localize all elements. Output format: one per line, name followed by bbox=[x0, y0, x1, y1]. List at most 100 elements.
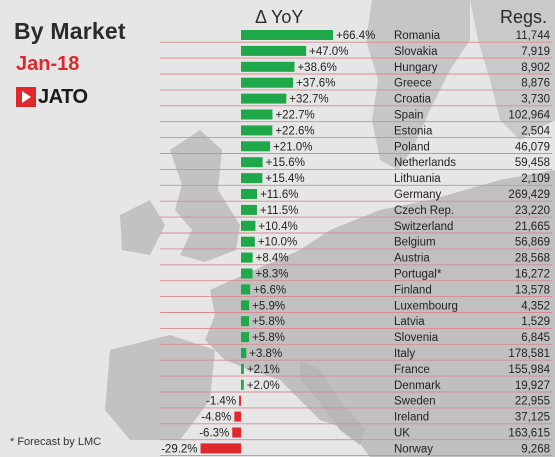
yoy-bar bbox=[241, 300, 250, 311]
yoy-data-label: +6.6% bbox=[253, 284, 286, 296]
country-label: France bbox=[394, 364, 430, 376]
yoy-data-label: +22.7% bbox=[275, 110, 314, 122]
country-label: Romania bbox=[394, 30, 441, 42]
country-label: Hungary bbox=[394, 62, 438, 74]
regs-value-label: 155,984 bbox=[508, 364, 550, 376]
yoy-data-label: -1.4% bbox=[206, 396, 236, 408]
yoy-bar bbox=[241, 189, 258, 199]
country-label: Switzerland bbox=[394, 221, 453, 233]
country-label: Germany bbox=[394, 189, 442, 201]
yoy-bar bbox=[241, 77, 294, 88]
country-label: Finland bbox=[394, 284, 432, 296]
yoy-data-label: +2.0% bbox=[247, 380, 280, 392]
yoy-data-label: +5.8% bbox=[252, 316, 285, 328]
yoy-data-label: +11.5% bbox=[260, 205, 298, 217]
footnote: * Forecast by LMC bbox=[10, 436, 102, 448]
yoy-bar bbox=[241, 204, 257, 215]
regs-value-label: 102,964 bbox=[508, 110, 550, 122]
yoy-bar bbox=[241, 348, 247, 358]
yoy-bar bbox=[241, 379, 244, 390]
country-label: Portugal* bbox=[394, 269, 442, 281]
country-label: Ireland bbox=[394, 412, 429, 424]
regs-value-label: 269,429 bbox=[508, 189, 550, 201]
yoy-bar bbox=[241, 252, 253, 263]
yoy-bar bbox=[241, 45, 307, 56]
yoy-bar bbox=[241, 93, 287, 104]
regs-value-label: 9,268 bbox=[521, 443, 550, 455]
country-label: Italy bbox=[394, 348, 415, 360]
country-label: Slovakia bbox=[394, 46, 438, 58]
yoy-bar bbox=[200, 443, 241, 454]
yoy-data-label: +47.0% bbox=[309, 46, 348, 58]
regs-value-label: 6,845 bbox=[521, 332, 550, 344]
country-label: Estonia bbox=[394, 125, 433, 137]
chart-title: By Market bbox=[14, 18, 126, 44]
yoy-data-label: +10.4% bbox=[258, 221, 297, 233]
country-label: Netherlands bbox=[394, 157, 456, 169]
regs-value-label: 8,902 bbox=[521, 62, 550, 74]
yoy-bar bbox=[241, 61, 295, 72]
yoy-data-label: +21.0% bbox=[273, 141, 312, 153]
jato-logo: JATO bbox=[16, 86, 88, 108]
yoy-bar bbox=[241, 284, 251, 295]
yoy-column-header: Δ YoY bbox=[255, 7, 304, 27]
yoy-data-label: +10.0% bbox=[258, 237, 297, 249]
country-label: Belgium bbox=[394, 237, 436, 249]
yoy-data-label: +15.6% bbox=[266, 157, 305, 169]
regs-value-label: 21,665 bbox=[515, 221, 550, 233]
regs-value-label: 56,869 bbox=[515, 237, 550, 249]
yoy-data-label: +11.6% bbox=[260, 189, 298, 201]
regs-value-label: 2,109 bbox=[521, 173, 550, 185]
regs-value-label: 1,529 bbox=[521, 316, 550, 328]
yoy-data-label: +32.7% bbox=[289, 94, 328, 106]
regs-value-label: 7,919 bbox=[521, 46, 550, 58]
yoy-data-label: +66.4% bbox=[336, 30, 375, 42]
yoy-bar bbox=[241, 332, 250, 343]
yoy-data-label: +5.9% bbox=[252, 300, 285, 312]
country-label: Lithuania bbox=[394, 173, 441, 185]
yoy-bar bbox=[241, 157, 263, 168]
yoy-data-label: -4.8% bbox=[201, 412, 231, 424]
yoy-bar bbox=[241, 109, 273, 120]
yoy-bar bbox=[232, 427, 241, 438]
country-label: UK bbox=[394, 428, 410, 440]
regs-value-label: 163,615 bbox=[508, 428, 550, 440]
regs-column-header: Regs. bbox=[499, 7, 547, 27]
country-label: Luxembourg bbox=[394, 300, 458, 312]
yoy-bar bbox=[241, 316, 250, 327]
country-label: Spain bbox=[394, 110, 423, 122]
yoy-data-label: -6.3% bbox=[199, 428, 229, 440]
country-label: Greece bbox=[394, 78, 432, 90]
yoy-data-label: +8.3% bbox=[256, 269, 289, 281]
yoy-bar bbox=[241, 220, 256, 231]
country-label: Denmark bbox=[394, 380, 441, 392]
yoy-data-label: +8.4% bbox=[256, 253, 289, 265]
regs-value-label: 2,504 bbox=[521, 125, 550, 137]
yoy-bar bbox=[239, 395, 241, 406]
yoy-data-label: +2.1% bbox=[247, 364, 280, 376]
regs-value-label: 8,876 bbox=[521, 78, 550, 90]
regs-value-label: 11,744 bbox=[516, 30, 551, 42]
chart-subtitle: Jan-18 bbox=[16, 53, 80, 75]
yoy-bar bbox=[241, 30, 333, 40]
yoy-data-label: +5.8% bbox=[252, 332, 285, 344]
yoy-data-label: +3.8% bbox=[249, 348, 282, 360]
regs-value-label: 23,220 bbox=[515, 205, 550, 217]
country-label: Slovenia bbox=[394, 332, 439, 344]
yoy-bar bbox=[241, 363, 244, 374]
regs-value-label: 28,568 bbox=[515, 253, 550, 265]
yoy-bar bbox=[241, 268, 253, 279]
regs-value-label: 4,352 bbox=[521, 300, 550, 312]
regs-value-label: 59,458 bbox=[515, 157, 550, 169]
yoy-bar bbox=[241, 173, 263, 184]
yoy-bar bbox=[241, 236, 255, 247]
yoy-data-label: -29.2% bbox=[161, 443, 197, 455]
yoy-data-label: +37.6% bbox=[296, 78, 335, 90]
yoy-bar bbox=[241, 125, 273, 136]
yoy-data-label: +38.6% bbox=[297, 62, 336, 74]
jato-logo-icon bbox=[16, 87, 36, 107]
yoy-data-label: +15.4% bbox=[265, 173, 304, 185]
